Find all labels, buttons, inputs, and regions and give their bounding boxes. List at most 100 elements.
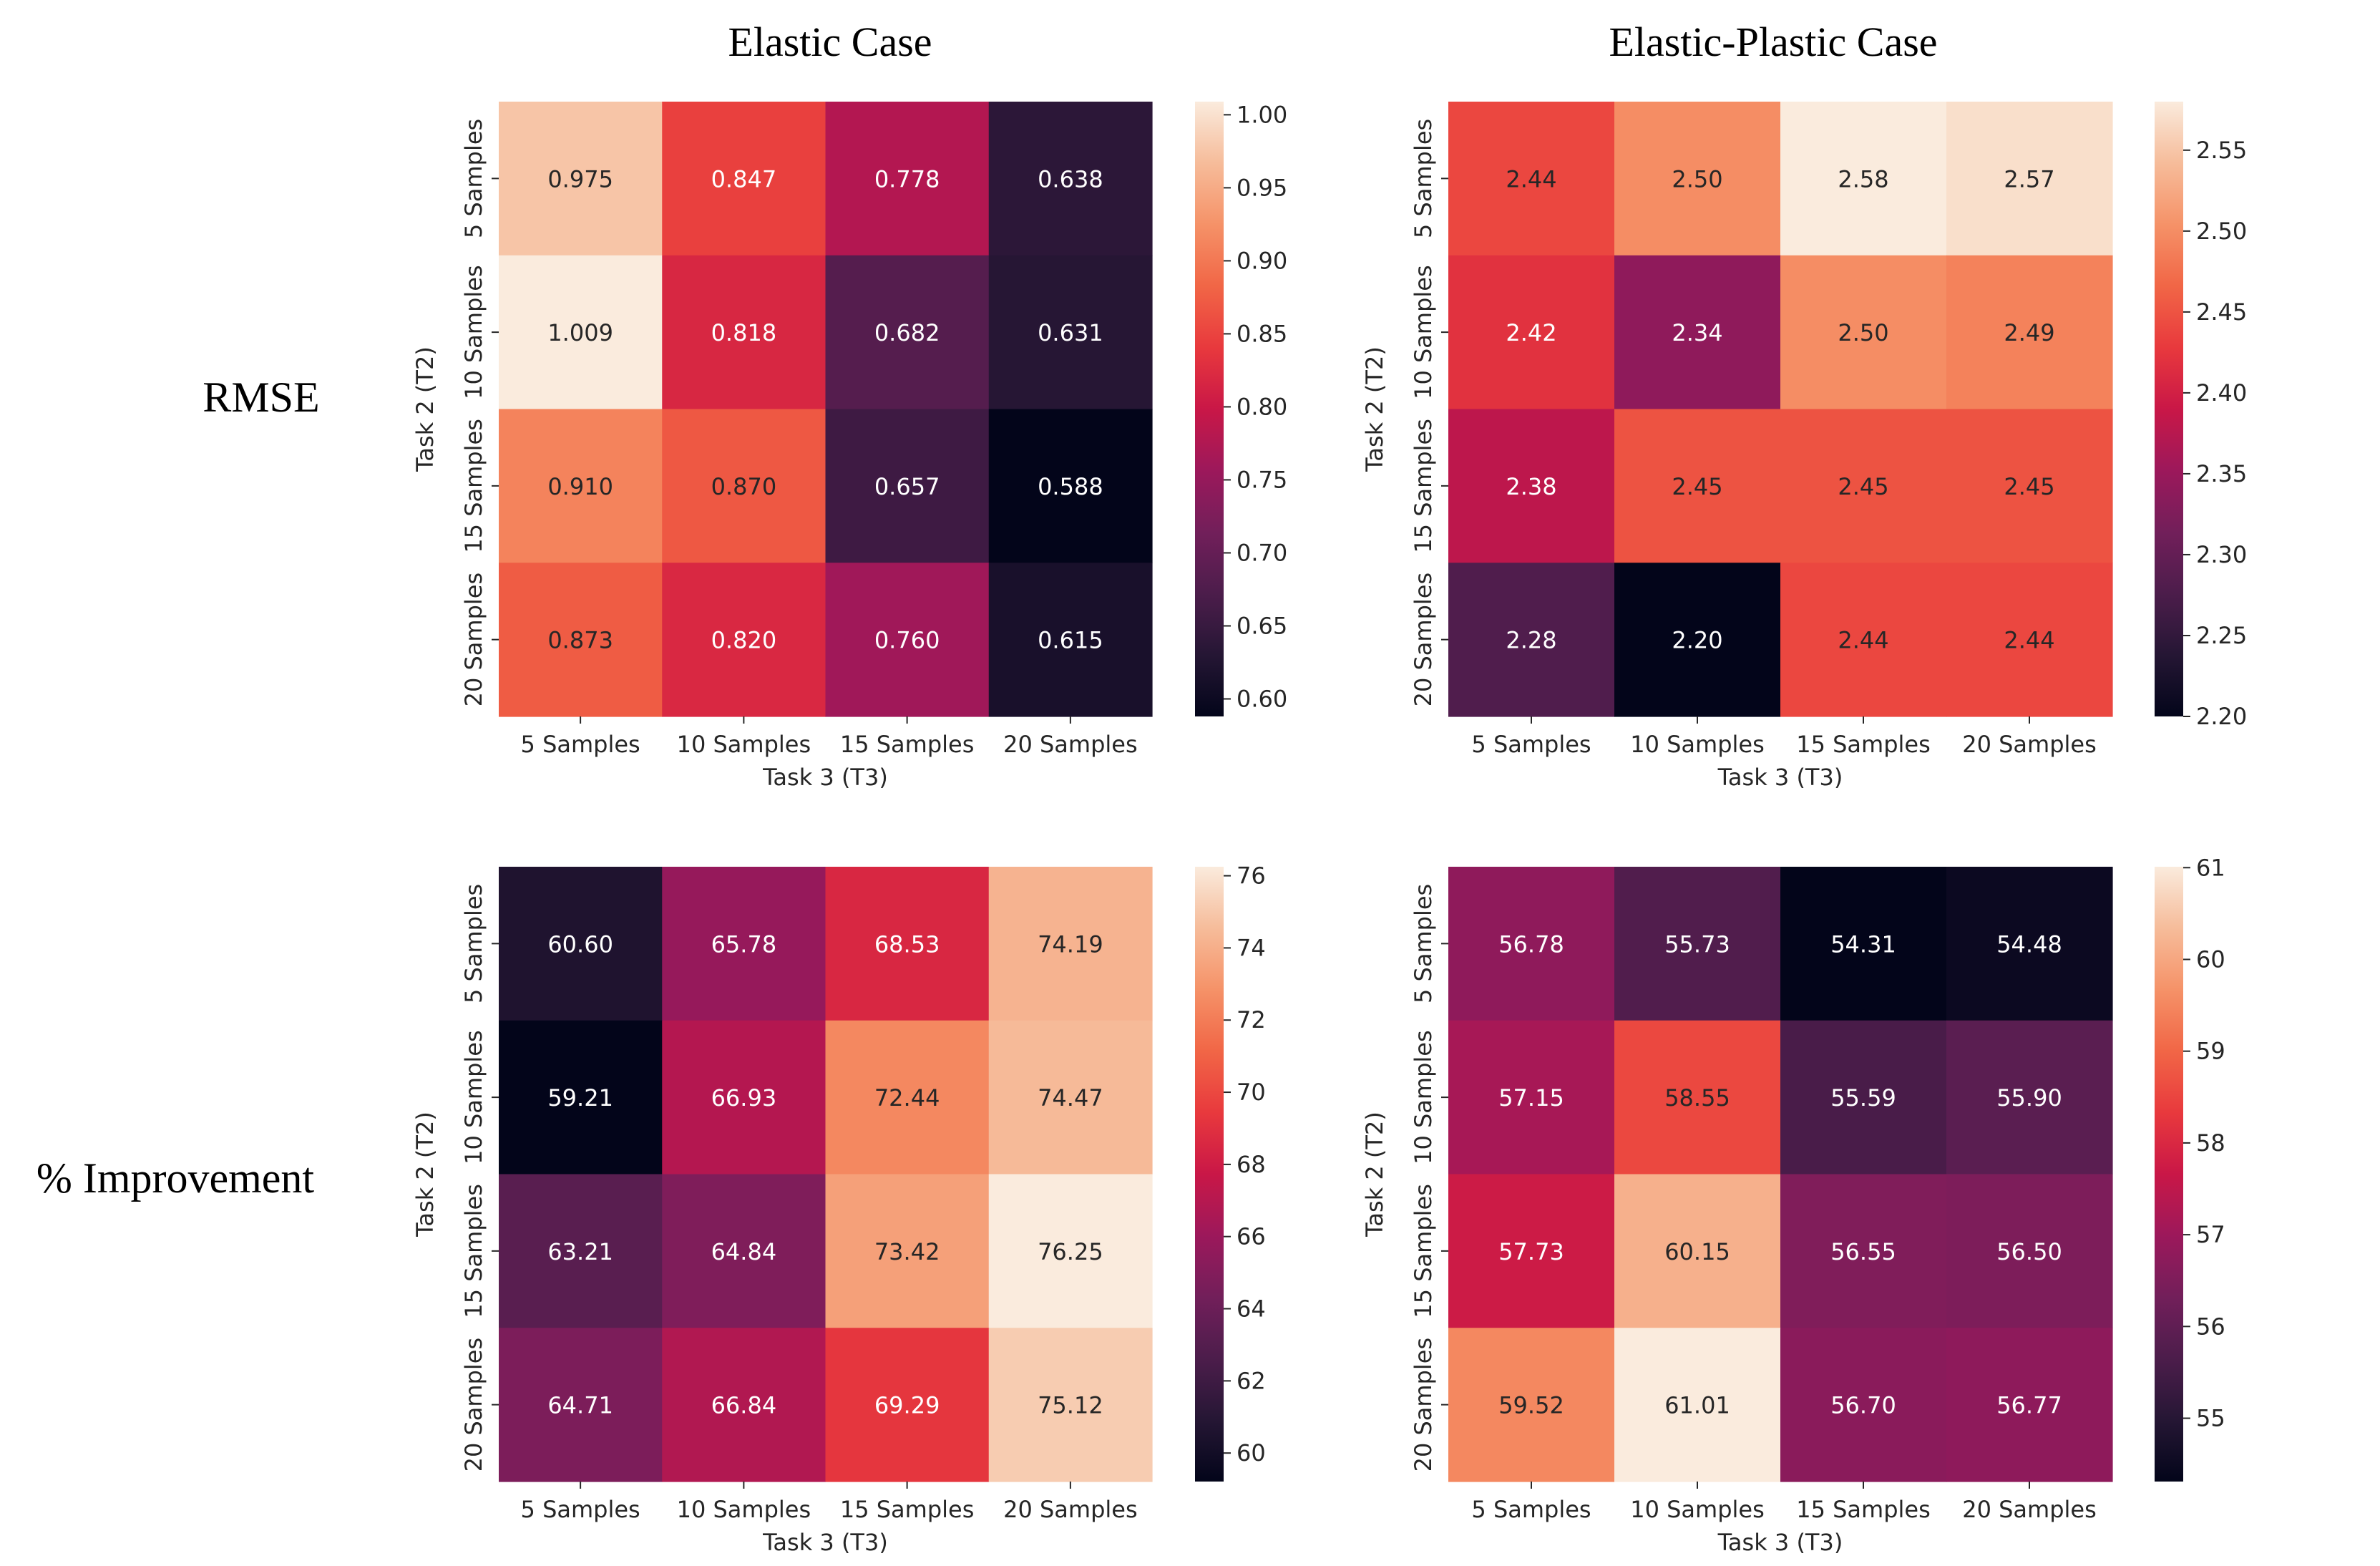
colorbar-tick-label: 61 [2196, 854, 2225, 881]
heatmap-cell [1780, 1020, 1947, 1175]
colorbar-tick-label: 76 [1237, 862, 1266, 890]
x-axis-label: Task 3 (T3) [762, 1529, 888, 1556]
y-axis-label: Task 2 (T2) [1361, 346, 1388, 472]
heatmap-cell [1946, 409, 2113, 563]
colorbar-tick-label: 0.60 [1237, 686, 1287, 713]
heatmap-cell [662, 1328, 826, 1482]
heatmap-cell [1946, 563, 2113, 717]
x-tick-label: 15 Samples [840, 731, 975, 758]
x-tick-label: 20 Samples [1003, 1496, 1138, 1523]
colorbar [1195, 102, 1224, 716]
cell-value-label: 2.28 [1506, 627, 1556, 654]
cell-value-label: 66.84 [711, 1392, 777, 1419]
heatmap-cell [988, 255, 1153, 410]
x-axis-label: Task 3 (T3) [762, 764, 888, 791]
y-axis-label: Task 2 (T2) [411, 346, 439, 472]
heatmap-cell [1780, 255, 1947, 410]
heatmap-cell [1614, 867, 1781, 1021]
cell-value-label: 54.48 [1996, 930, 2062, 958]
heatmap-cell [825, 255, 990, 410]
cell-value-label: 55.59 [1830, 1084, 1896, 1112]
colorbar-tick-label: 0.95 [1237, 174, 1287, 201]
x-tick-label: 15 Samples [840, 1496, 975, 1523]
colorbar-tick-label: 2.35 [2196, 460, 2247, 487]
cell-value-label: 2.57 [2004, 165, 2054, 193]
heatmap-cell [1448, 102, 1615, 256]
colorbar-tick-label: 70 [1237, 1079, 1266, 1106]
heatmap-cell [499, 867, 663, 1021]
heatmap-cell [1946, 255, 2113, 410]
cell-value-label: 2.50 [1672, 165, 1722, 193]
colorbar-tick-label: 2.55 [2196, 137, 2247, 164]
heatmap-cell [1780, 102, 1947, 256]
cell-value-label: 2.44 [1506, 165, 1556, 193]
cell-value-label: 57.73 [1498, 1238, 1564, 1265]
cell-value-label: 2.38 [1506, 473, 1556, 500]
cell-value-label: 63.21 [547, 1238, 613, 1265]
cell-value-label: 74.19 [1038, 930, 1103, 958]
heatmap-cell [825, 1020, 990, 1175]
heatmap-cell [1448, 867, 1615, 1021]
cell-value-label: 0.820 [711, 627, 777, 654]
cell-value-label: 1.009 [547, 319, 613, 346]
cell-value-label: 60.60 [547, 930, 613, 958]
y-axis-label: Task 2 (T2) [411, 1112, 439, 1237]
heatmap-cell [1448, 1174, 1615, 1328]
x-tick-label: 20 Samples [1962, 731, 2097, 758]
y-tick-label: 15 Samples [1410, 419, 1437, 553]
colorbar-tick-label: 2.25 [2196, 622, 2247, 649]
cell-value-label: 59.21 [547, 1084, 613, 1112]
heatmap-cell [1946, 1020, 2113, 1175]
cell-value-label: 56.50 [1996, 1238, 2062, 1265]
heatmap-cell [499, 563, 663, 717]
x-tick-label: 20 Samples [1962, 1496, 2097, 1523]
heatmap-cell [1448, 409, 1615, 563]
y-tick-label: 5 Samples [460, 884, 487, 1003]
cell-value-label: 2.44 [1838, 627, 1888, 654]
y-tick-label: 5 Samples [1410, 119, 1437, 238]
colorbar-tick-label: 60 [2196, 945, 2225, 973]
cell-value-label: 0.778 [874, 165, 940, 193]
colorbar-tick-label: 0.80 [1237, 393, 1287, 420]
y-tick-label: 20 Samples [1410, 1338, 1437, 1472]
cell-value-label: 64.71 [547, 1392, 613, 1419]
cell-value-label: 76.25 [1038, 1238, 1103, 1265]
cell-value-label: 2.49 [2004, 319, 2054, 346]
colorbar-tick-label: 60 [1237, 1439, 1266, 1467]
colorbar-tick-label: 2.50 [2196, 218, 2247, 245]
heatmap-cell [1780, 867, 1947, 1021]
x-tick-label: 10 Samples [1630, 1496, 1765, 1523]
heatmap-cell [662, 1174, 826, 1328]
colorbar-tick-label: 72 [1237, 1006, 1266, 1034]
heatmap-cell [988, 409, 1153, 563]
y-tick-label: 15 Samples [460, 1184, 487, 1318]
y-tick-label: 15 Samples [460, 419, 487, 553]
colorbar-tick-label: 62 [1237, 1367, 1266, 1394]
cell-value-label: 0.657 [874, 473, 940, 500]
heatmap-cell [662, 102, 826, 256]
heatmap-cell [1614, 563, 1781, 717]
x-tick-label: 15 Samples [1796, 1496, 1931, 1523]
x-tick-label: 5 Samples [1471, 1496, 1591, 1523]
colorbar-tick-label: 2.40 [2196, 379, 2247, 407]
colorbar-tick-label: 0.75 [1237, 466, 1287, 493]
cell-value-label: 0.760 [874, 627, 940, 654]
heatmap-cell [825, 1174, 990, 1328]
cell-value-label: 66.93 [711, 1084, 777, 1112]
cell-value-label: 2.45 [1838, 473, 1888, 500]
colorbar [2155, 867, 2183, 1482]
y-tick-label: 10 Samples [460, 1030, 487, 1164]
cell-value-label: 2.44 [2004, 627, 2054, 654]
heatmap-cell [499, 102, 663, 256]
cell-value-label: 2.45 [2004, 473, 2054, 500]
cell-value-label: 0.588 [1038, 473, 1103, 500]
heatmap-elastic-improvement: 60.60 65.78 68.53 74.19 59.21 66.93 72.44 74.47… [411, 862, 1266, 1556]
colorbar-tick-label: 2.30 [2196, 541, 2247, 568]
colorbar-tick-label: 55 [2196, 1405, 2225, 1432]
colorbar-tick-label: 59 [2196, 1038, 2225, 1065]
heatmap-cell [825, 563, 990, 717]
heatmap-plastic-rmse: 2.44 2.50 2.58 2.57 2.42 2.34 2.50 2.49 2.38 2.45… [1361, 102, 2247, 791]
cell-value-label: 0.682 [874, 319, 940, 346]
heatmap-cell [499, 255, 663, 410]
